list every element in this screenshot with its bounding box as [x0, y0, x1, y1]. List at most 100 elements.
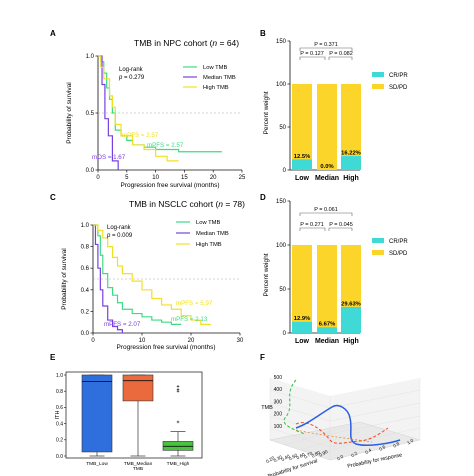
chart-a-logrank: Log-rank [119, 67, 144, 73]
chart-f-curve-red [295, 422, 389, 444]
y-tick-label: 0.0 [56, 454, 63, 460]
chart-c-legend: Low TMB Median TMB High TMB [176, 220, 229, 248]
x-tick-label: 0.60 [296, 451, 307, 460]
legend-swatch-sdpd [372, 250, 384, 255]
chart-a-annotation-high: mPFS = 2.57 [122, 132, 159, 139]
bar-label-low: 12.5% [294, 154, 310, 160]
chart-e-x-label-low: TMB_Low [86, 461, 108, 467]
chart-c-title: TMB in NSCLC cohort (n = 78) [129, 199, 245, 209]
chart-c-plot: 0 10 20 30 0.0 0.2 0.4 0.6 0.8 1.0 Progression f… [61, 220, 244, 351]
x-tick-label: 10 [152, 175, 159, 181]
y-tick-label: 150 [276, 199, 287, 205]
z-tick-label: 500 [274, 375, 283, 381]
x-tick-label: 0.20 [265, 455, 276, 464]
chart-d-pval-2: P = 0.045 [329, 222, 353, 228]
legend-label-crpr: CR/PR [389, 73, 408, 79]
panel-label-b: B [260, 29, 266, 38]
chart-a-title: TMB in NPC cohort (n = 64) [134, 38, 239, 48]
chart-e-x-label-high: TMB_High [167, 461, 190, 467]
bar-sdpd-high [341, 84, 361, 157]
chart-b-pval-3: P = 0.371 [314, 42, 338, 48]
y-tick-label: 0.2 [81, 309, 90, 315]
chart-e-y-label: ITH [55, 411, 61, 420]
bar-sdpd-high [341, 245, 361, 307]
y-tick-label: 0.4 [81, 288, 90, 294]
chart-c-annotation-low: mPFS = 2.13 [171, 316, 208, 323]
chart-e-plot: 0.0 0.2 0.4 0.6 0.8 1.0 ITH TMB_Low TMB_Media… [55, 371, 203, 472]
panel-label-d: D [260, 193, 266, 202]
panel-label-a: A [50, 29, 56, 38]
panel-label-e: E [50, 353, 56, 362]
chart-f-z-label: TMB [261, 405, 273, 411]
legend-label-median: Median TMB [196, 231, 229, 237]
y-tick-label: 0.5 [86, 111, 95, 117]
bar-crpr-low [292, 159, 312, 170]
x-tick-label: 0.50 [288, 452, 299, 461]
y-tick-label: 1.0 [86, 54, 95, 60]
chart-a-plot: 0 5 10 15 20 25 0.0 0.5 1.0 Progression free su… [66, 54, 246, 189]
box-low [81, 374, 113, 453]
x-tick-label-median: Median [315, 175, 339, 182]
legend-label-sdpd: SD/PD [389, 85, 408, 91]
x-tick-label-low: Low [295, 175, 310, 182]
x-tick-label: 0.90 [318, 449, 329, 458]
y-tick-label: 100 [276, 243, 287, 249]
chart-b-pval-1: P = 0.127 [300, 51, 324, 57]
legend-swatch-sdpd [372, 84, 384, 89]
y-tick-label: 100 [276, 82, 287, 88]
legend-label-median: Median TMB [203, 75, 236, 81]
chart-e-frame [65, 371, 203, 459]
bar-label-median: 0.0% [320, 164, 333, 170]
chart-c-logrank: Log-rank [107, 225, 132, 231]
y-tick-label: 0.4 [56, 421, 63, 427]
x-tick-label: 30 [237, 338, 244, 344]
y-tick-label: 0.6 [56, 405, 63, 411]
y-tick-label: 0.0 [336, 454, 344, 462]
y-tick-label: 50 [279, 287, 286, 293]
chart-a-pvalue: p = 0.279 [118, 75, 145, 81]
bar-crpr-high [341, 156, 361, 170]
x-tick-label: 10 [139, 338, 146, 344]
bar-crpr-low [292, 321, 312, 333]
x-tick-label-median: Median [315, 338, 339, 345]
y-tick-label: 0.2 [350, 451, 358, 459]
chart-c-annotation-median: mPFS = 2.07 [104, 321, 141, 328]
chart-f-curve-orange [295, 429, 373, 443]
chart-b-legend: CR/PR SD/PD [372, 72, 408, 91]
chart-b-bracket-3 [299, 47, 353, 51]
x-tick-label: 0.80 [311, 450, 322, 459]
y-tick-label: 0.0 [86, 168, 95, 174]
chart-c-y-label: Probability of survival [61, 248, 68, 310]
legend-label-high: High TMB [203, 85, 229, 91]
chart-a-annotation-low: mPFS = 2.57 [147, 142, 184, 149]
box-outlier [176, 420, 180, 424]
bar-label-high: 16.22% [341, 151, 361, 157]
chart-c-x-label: Progression free survival (months) [117, 344, 216, 351]
chart-d-legend: CR/PR SD/PD [372, 238, 408, 257]
chart-d-pval-3: P = 0.061 [314, 207, 338, 213]
panel-label-c: C [50, 193, 56, 202]
x-tick-label: 0.40 [280, 453, 291, 462]
km-curve-low [93, 224, 182, 325]
bar-label-median: 6.67% [319, 322, 335, 328]
y-tick-label: 0.4 [364, 447, 372, 455]
km-curve-median [93, 224, 123, 333]
y-tick-label: 50 [279, 125, 286, 131]
y-tick-label: 0.0 [81, 331, 90, 337]
x-tick-label-high: High [343, 338, 359, 345]
km-curve-median [98, 55, 119, 170]
y-tick-label: 0 [283, 168, 287, 174]
legend-swatch-crpr [372, 238, 384, 243]
z-tick-label: 400 [274, 387, 283, 393]
x-tick-label: 0.70 [303, 451, 314, 460]
y-tick-label: 150 [276, 39, 287, 45]
chart-d-bracket-3 [299, 212, 353, 216]
y-tick-label: 1.0 [81, 223, 90, 229]
chart-d-y-label: Percent weight [263, 253, 270, 296]
bar-sdpd-low [292, 84, 312, 160]
legend-swatch-crpr [372, 72, 384, 77]
bar-label-low: 12.9% [294, 316, 310, 322]
